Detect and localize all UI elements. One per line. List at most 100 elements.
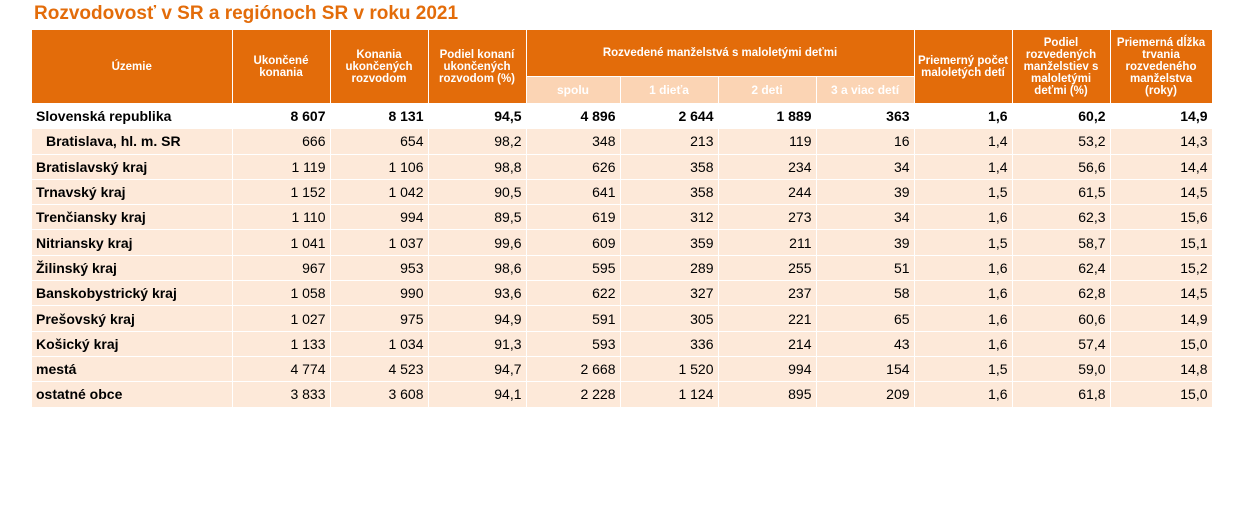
row-value: 953 [330, 255, 429, 282]
row-value: 39 [816, 229, 915, 256]
row-value: 1 889 [718, 103, 817, 130]
row-value: 591 [526, 305, 621, 332]
row-value: 34 [816, 154, 915, 180]
row-value: 1,6 [914, 381, 1013, 408]
row-value: 154 [816, 356, 915, 383]
table-row: Žilinský kraj 967 953 98,6 595 289 255 51 1,6 62,… [32, 255, 1213, 282]
table-row: Prešovský kraj 1 027 975 94,9 591 305 221 65 1,6… [32, 305, 1213, 332]
row-value: 60,2 [1012, 103, 1111, 130]
row-value: 1 133 [232, 331, 331, 357]
row-value: 990 [330, 280, 429, 307]
row-value: 119 [718, 128, 817, 155]
row-value: 15,1 [1110, 229, 1213, 256]
row-value: 2 668 [526, 356, 621, 383]
row-value: 1,5 [914, 179, 1013, 206]
row-value: 4 896 [526, 103, 621, 130]
header-share-minors: Podiel rozvedených manželstiev s malolet… [1012, 30, 1111, 104]
row-value: 15,6 [1110, 204, 1213, 231]
row-value: 61,5 [1012, 179, 1111, 206]
row-value: 609 [526, 229, 621, 256]
row-value: 60,6 [1012, 305, 1111, 332]
header-divorce-proceedings: Konania ukončených rozvodom [330, 30, 429, 104]
row-value: 14,5 [1110, 179, 1213, 206]
row-value: 975 [330, 305, 429, 332]
row-value: 99,6 [428, 229, 527, 256]
row-value: 58 [816, 280, 915, 307]
row-value: 56,6 [1012, 154, 1111, 180]
row-value: 1 027 [232, 305, 331, 332]
row-value: 65 [816, 305, 915, 332]
row-value: 1 042 [330, 179, 429, 206]
row-value: 94,1 [428, 381, 527, 408]
row-value: 336 [620, 331, 719, 357]
row-territory: Bratislava, hl. m. SR [32, 128, 233, 155]
row-value: 14,5 [1110, 280, 1213, 307]
row-value: 93,6 [428, 280, 527, 307]
row-value: 62,3 [1012, 204, 1111, 231]
row-value: 3 833 [232, 381, 331, 408]
table-row: Trnavský kraj 1 152 1 042 90,5 641 358 244 39 1,… [32, 179, 1213, 206]
row-territory: Trenčiansky kraj [32, 204, 233, 231]
row-territory: Banskobystrický kraj [32, 280, 233, 307]
row-value: 626 [526, 154, 621, 180]
row-value: 1 058 [232, 280, 331, 307]
row-value: 237 [718, 280, 817, 307]
table-row: mestá 4 774 4 523 94,7 2 668 1 520 994 154 1,5 59… [32, 356, 1213, 383]
row-value: 1 110 [232, 204, 331, 231]
row-value: 43 [816, 331, 915, 357]
row-value: 1 152 [232, 179, 331, 206]
row-value: 98,8 [428, 154, 527, 180]
row-value: 1,5 [914, 356, 1013, 383]
row-value: 1,6 [914, 331, 1013, 357]
row-value: 1,5 [914, 229, 1013, 256]
row-value: 94,9 [428, 305, 527, 332]
header-two-children: 2 deti [718, 76, 817, 104]
row-value: 1,6 [914, 103, 1013, 130]
row-value: 61,8 [1012, 381, 1111, 408]
header-avg-minors: Priemerný počet maloletých detí [914, 30, 1013, 104]
row-value: 994 [330, 204, 429, 231]
row-value: 1 034 [330, 331, 429, 357]
row-value: 8 131 [330, 103, 429, 130]
row-value: 289 [620, 255, 719, 282]
divorce-table: Územie Ukončené konania Konania ukončený… [32, 30, 1213, 408]
row-value: 211 [718, 229, 817, 256]
row-value: 358 [620, 154, 719, 180]
row-value: 1 041 [232, 229, 331, 256]
row-value: 14,8 [1110, 356, 1213, 383]
row-value: 2 644 [620, 103, 719, 130]
row-value: 14,3 [1110, 128, 1213, 155]
row-value: 234 [718, 154, 817, 180]
header-one-child: 1 dieťa [620, 76, 719, 104]
row-value: 2 228 [526, 381, 621, 408]
row-value: 1 106 [330, 154, 429, 180]
row-value: 622 [526, 280, 621, 307]
row-value: 98,6 [428, 255, 527, 282]
row-value: 94,7 [428, 356, 527, 383]
row-territory: mestá [32, 356, 233, 383]
table-row: Banskobystrický kraj 1 058 990 93,6 622 327 23… [32, 280, 1213, 307]
header-share-divorce: Podiel konaní ukončených rozvodom (%) [428, 30, 527, 104]
table-row: ostatné obce 3 833 3 608 94,1 2 228 1 124 895 2… [32, 381, 1213, 408]
row-value: 15,0 [1110, 331, 1213, 357]
row-territory: Trnavský kraj [32, 179, 233, 206]
row-value: 94,5 [428, 103, 527, 130]
row-value: 213 [620, 128, 719, 155]
row-value: 62,8 [1012, 280, 1111, 307]
row-value: 3 608 [330, 381, 429, 408]
row-value: 58,7 [1012, 229, 1111, 256]
row-value: 654 [330, 128, 429, 155]
row-value: 59,0 [1012, 356, 1111, 383]
row-value: 255 [718, 255, 817, 282]
row-value: 16 [816, 128, 915, 155]
row-value: 1 520 [620, 356, 719, 383]
row-value: 1 037 [330, 229, 429, 256]
row-value: 358 [620, 179, 719, 206]
row-value: 98,2 [428, 128, 527, 155]
row-value: 1,6 [914, 204, 1013, 231]
row-value: 593 [526, 331, 621, 357]
row-value: 34 [816, 204, 915, 231]
row-value: 244 [718, 179, 817, 206]
row-value: 363 [816, 103, 915, 130]
page-title: Rozvodovosť v SR a regiónoch SR v roku 2… [34, 3, 459, 24]
